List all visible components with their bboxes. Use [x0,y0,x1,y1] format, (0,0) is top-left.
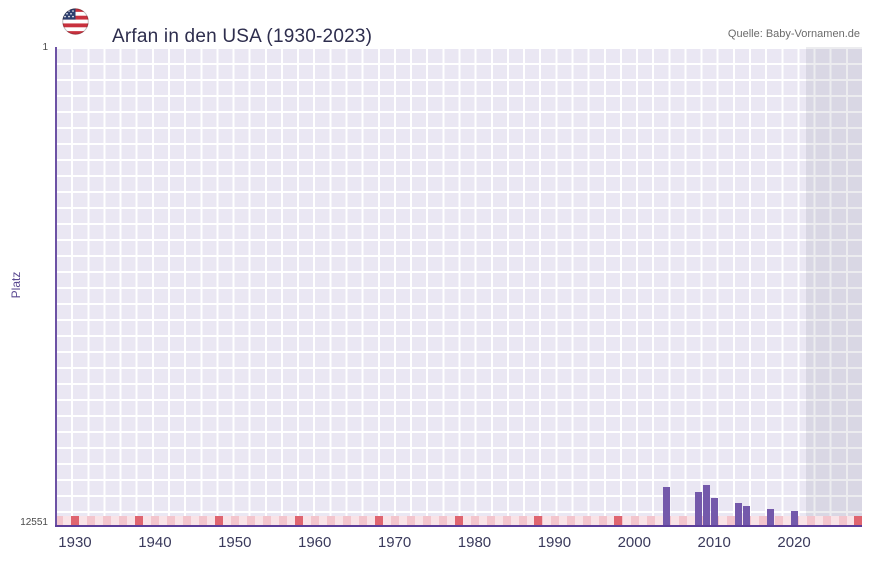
page-title: Arfan in den USA (1930-2023) [112,25,373,47]
axis-mark [214,516,223,525]
rank-bar-2017[interactable] [766,508,774,525]
x-tick-2000: 2000 [617,534,651,551]
x-axis: 1930 1940 1950 1960 1970 1980 1990 2000 2010 2020 [55,534,862,556]
x-tick-1970: 1970 [377,534,412,551]
y-axis-label: Platz [9,271,23,299]
x-tick-1990: 1990 [537,534,572,551]
rank-bar-2020[interactable] [790,511,798,525]
axis-mark [454,516,463,525]
x-tick-1940: 1940 [138,534,172,551]
rank-bar-2013[interactable] [734,503,742,525]
axis-mark [294,516,303,525]
rank-bar-2010[interactable] [710,498,718,525]
axis-mark [374,516,383,525]
x-tick-2010: 2010 [697,534,731,551]
axis-mark [854,516,862,525]
y-tick-bottom: 12551 [20,517,48,528]
x-tick-1930: 1930 [58,534,92,551]
no-data-band [806,47,862,527]
x-tick-1980: 1980 [457,534,492,551]
axis-mark [534,516,543,525]
rank-bar-2009[interactable] [702,484,710,525]
rank-bar-2004[interactable] [662,486,670,525]
x-tick-2020: 2020 [777,534,811,551]
x-axis-line [55,525,862,527]
us-flag-icon [62,8,89,35]
rank-bar-2014[interactable] [742,505,750,525]
y-tick-top: 1 [42,42,48,53]
plot-area[interactable] [55,47,862,527]
y-axis-line [55,47,57,527]
x-tick-1960: 1960 [297,534,332,551]
source-credit: Quelle: Baby-Vornamen.de [727,28,860,40]
rank-bar-2008[interactable] [694,492,702,525]
x-tick-1950: 1950 [218,534,252,551]
axis-mark [614,516,623,525]
axis-mark [70,516,79,525]
axis-mark [134,516,143,525]
